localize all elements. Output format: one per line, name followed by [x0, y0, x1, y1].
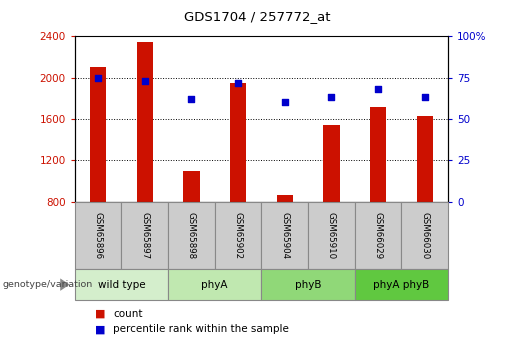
- Text: phyA phyB: phyA phyB: [373, 280, 430, 289]
- Bar: [90, 67, 106, 202]
- Point: [234, 80, 242, 85]
- Text: GSM66030: GSM66030: [420, 212, 429, 259]
- Text: percentile rank within the sample: percentile rank within the sample: [113, 325, 289, 334]
- Text: GSM65904: GSM65904: [280, 212, 289, 259]
- Text: phyB: phyB: [295, 280, 321, 289]
- Point: [374, 87, 382, 92]
- Text: wild type: wild type: [97, 280, 145, 289]
- Point: [94, 75, 102, 80]
- Text: phyA: phyA: [201, 280, 228, 289]
- Point: [281, 100, 289, 105]
- Text: GSM65896: GSM65896: [94, 212, 102, 259]
- Text: genotype/variation: genotype/variation: [3, 280, 93, 289]
- Text: ■: ■: [95, 325, 106, 334]
- Text: GSM65897: GSM65897: [140, 212, 149, 259]
- Bar: [370, 107, 386, 202]
- Bar: [323, 125, 339, 202]
- Text: GSM65910: GSM65910: [327, 212, 336, 259]
- Text: GSM66029: GSM66029: [373, 212, 383, 259]
- Bar: [230, 83, 246, 202]
- Bar: [417, 116, 433, 202]
- Text: ■: ■: [95, 309, 106, 319]
- Point: [187, 96, 196, 102]
- Text: count: count: [113, 309, 143, 319]
- Text: GSM65898: GSM65898: [187, 212, 196, 259]
- Bar: [183, 171, 199, 202]
- Point: [327, 95, 335, 100]
- Text: GDS1704 / 257772_at: GDS1704 / 257772_at: [184, 10, 331, 23]
- Bar: [136, 42, 153, 202]
- Bar: [277, 195, 293, 202]
- Point: [421, 95, 429, 100]
- Point: [141, 78, 149, 84]
- Text: GSM65902: GSM65902: [233, 212, 243, 259]
